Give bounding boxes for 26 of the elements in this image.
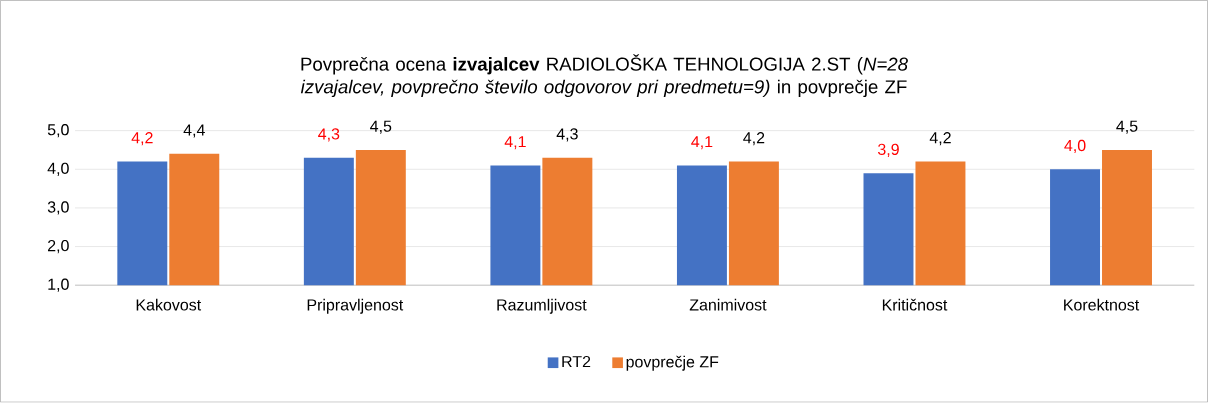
x-tick-label: Kritičnost xyxy=(882,299,948,311)
x-tick-label: Razumljivost xyxy=(497,299,587,314)
data-label: 4,3 xyxy=(318,128,340,142)
x-tick-label: Zanimivost xyxy=(689,299,767,311)
y-tick-label: 5,0 xyxy=(47,124,69,138)
data-label: 4,0 xyxy=(1064,140,1086,154)
x-tick-label: Pripravljenost xyxy=(307,299,404,314)
y-tick-label: 1,0 xyxy=(48,278,69,293)
data-label: 4,3 xyxy=(556,128,578,142)
data-label: 3,9 xyxy=(877,143,899,158)
y-tick-label: 4,0 xyxy=(47,162,69,177)
data-label: 4,2 xyxy=(929,132,951,146)
legend-label: povprečje ZF xyxy=(626,355,719,371)
data-label: 4,1 xyxy=(691,136,713,150)
data-label: 4,2 xyxy=(131,132,153,146)
data-label: 4,2 xyxy=(743,132,765,146)
x-tick-label: Korektnost xyxy=(1064,299,1140,311)
legend-label: RT2 xyxy=(562,356,591,368)
y-tick-label: 3,0 xyxy=(47,201,69,215)
y-tick-label: 2,0 xyxy=(47,240,69,254)
chart-title: Povprečna ocena izvajalcev RADIOLOŠKA TEHNOLOGIJA 2.ST (N=28 izvajalcev, povprečno število odgovorov pri predmetu=9) in povprečje ZF xyxy=(300,54,908,98)
x-tick-label: Kakovost xyxy=(136,299,202,311)
data-label: 4,4 xyxy=(183,124,205,138)
data-label: 4,1 xyxy=(504,136,526,150)
data-label: 4,5 xyxy=(1116,120,1138,134)
data-label: 4,5 xyxy=(370,120,392,134)
